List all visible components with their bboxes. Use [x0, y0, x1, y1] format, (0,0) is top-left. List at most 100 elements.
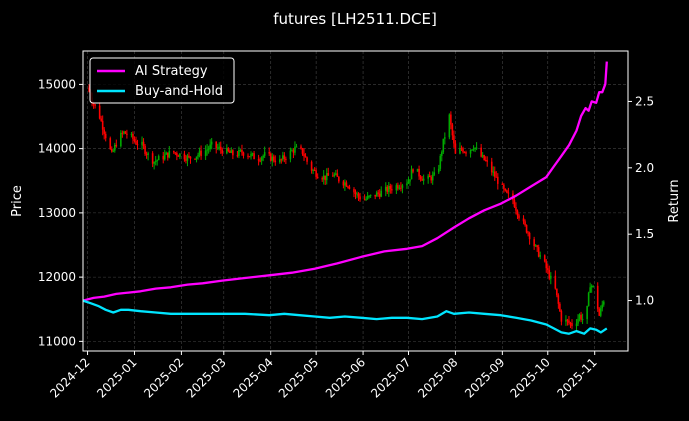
candle-body [575, 323, 578, 327]
candle-body [280, 159, 283, 161]
candle-body [454, 143, 457, 154]
candle-body [504, 188, 507, 191]
candle-body [166, 152, 169, 158]
candle-body [515, 207, 517, 211]
candle-body [204, 150, 207, 157]
candle-body [471, 149, 473, 151]
candle-body [322, 175, 325, 180]
candle-body [253, 153, 255, 160]
candle-body [285, 158, 287, 160]
candle-body [439, 155, 442, 169]
candle-body [525, 224, 528, 233]
candle-body [342, 181, 345, 186]
candle-body [407, 181, 410, 184]
candle-body [401, 185, 404, 188]
candle-body [356, 193, 358, 195]
candle-body [195, 156, 198, 159]
candle-body [197, 154, 199, 157]
candle-body [581, 319, 584, 321]
candle-body [431, 174, 434, 181]
candle-body [503, 184, 505, 189]
candle-body [571, 323, 573, 327]
candle-body [484, 160, 487, 162]
y-left-tick-label: 13000 [38, 206, 76, 220]
candle-body [145, 153, 148, 155]
candle-body [345, 182, 348, 187]
candle-body [183, 153, 186, 160]
candle-body [577, 318, 579, 324]
candle-body [599, 308, 602, 316]
candle-body [144, 145, 146, 154]
candle-body [386, 186, 389, 192]
candle-body [483, 155, 485, 161]
candle-body [250, 153, 252, 157]
candle-body [321, 178, 323, 180]
candle-body [380, 190, 383, 197]
candle-body [533, 239, 535, 247]
candle-body [141, 141, 143, 145]
candle-body [241, 149, 243, 153]
candle-body [522, 218, 525, 222]
candle-body [587, 292, 590, 306]
candle-body [163, 154, 166, 160]
candle-body [113, 144, 116, 151]
candle-body [185, 159, 187, 161]
candle-body [554, 275, 557, 289]
candle-body [188, 155, 190, 157]
candle-body [156, 160, 158, 162]
candle-body [206, 149, 208, 151]
candle-body [416, 168, 419, 172]
candle-body [335, 173, 337, 175]
candle-body [207, 148, 210, 150]
candle-body [295, 146, 298, 148]
candle-body [368, 195, 370, 197]
candle-body [469, 149, 472, 154]
candle-body [428, 175, 431, 178]
candle-body [596, 285, 599, 309]
candle-body [304, 156, 307, 158]
candle-body [174, 152, 177, 154]
candle-body [378, 193, 381, 197]
y-right-tick-label: 2.0 [635, 161, 654, 175]
candle-body [142, 141, 145, 146]
candle-body [229, 151, 231, 153]
candle-body [481, 155, 484, 157]
candle-body [121, 132, 124, 134]
y-axis-left-label: Price [10, 185, 25, 217]
candle-body [210, 141, 213, 145]
candle-body [348, 186, 351, 189]
candle-body [315, 170, 317, 177]
candle-body [198, 150, 201, 155]
candle-body [115, 144, 118, 147]
candle-body [377, 192, 380, 194]
candle-body [336, 173, 339, 177]
candle-body [492, 171, 495, 173]
candle-body [475, 147, 478, 149]
chart-title: futures [LH2511.DCE] [273, 10, 437, 28]
candle-body [123, 131, 125, 134]
candle-body [230, 150, 233, 153]
candle-body [462, 148, 464, 153]
candle-body [474, 147, 476, 149]
legend-box [89, 57, 235, 104]
candle-body [518, 215, 520, 219]
candle-body [194, 158, 196, 160]
candle-body [157, 156, 160, 161]
y-axis-right-label: Return [667, 179, 682, 222]
candle-body [453, 135, 455, 144]
candle-body [497, 176, 499, 184]
candle-body [537, 247, 540, 257]
candle-body [534, 245, 537, 247]
candle-body [227, 148, 230, 152]
candle-body [359, 196, 361, 200]
candle-body [347, 186, 349, 188]
candle-body [209, 144, 211, 149]
candle-body [418, 168, 420, 177]
y-left-tick-label: 12000 [38, 270, 76, 284]
candle-body [262, 155, 264, 158]
candle-body [409, 179, 411, 182]
candle-body [357, 193, 360, 197]
candle-body [590, 285, 593, 288]
candle-body [463, 152, 466, 154]
candle-body [283, 155, 286, 159]
